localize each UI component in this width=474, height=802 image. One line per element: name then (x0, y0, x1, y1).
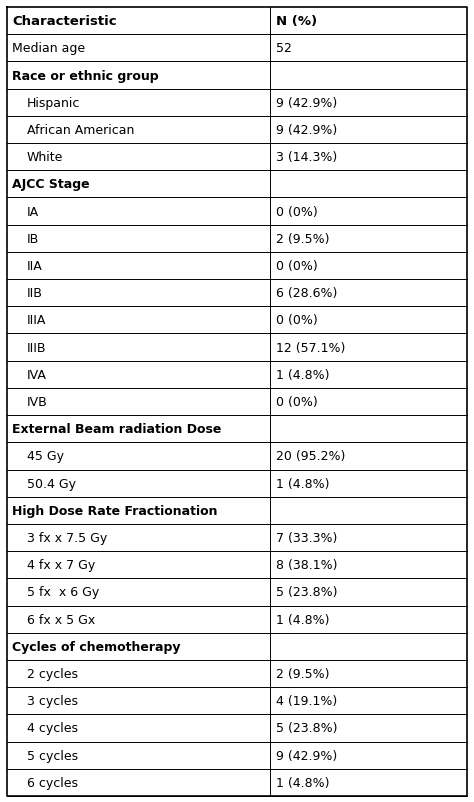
Text: 2 cycles: 2 cycles (27, 667, 78, 680)
Text: 0 (0%): 0 (0%) (276, 205, 318, 218)
Text: 4 cycles: 4 cycles (27, 722, 78, 735)
Text: External Beam radiation Dose: External Beam radiation Dose (12, 423, 221, 435)
Text: 3 fx x 7.5 Gy: 3 fx x 7.5 Gy (27, 532, 107, 545)
Text: N (%): N (%) (276, 15, 317, 28)
Text: 5 (23.8%): 5 (23.8%) (276, 585, 337, 599)
Text: African American: African American (27, 124, 134, 137)
Text: 5 cycles: 5 cycles (27, 749, 78, 762)
Text: 0 (0%): 0 (0%) (276, 395, 318, 408)
Text: 1 (4.8%): 1 (4.8%) (276, 613, 329, 626)
Text: High Dose Rate Fractionation: High Dose Rate Fractionation (12, 504, 218, 517)
Text: Cycles of chemotherapy: Cycles of chemotherapy (12, 640, 181, 653)
Text: 1 (4.8%): 1 (4.8%) (276, 368, 329, 381)
Text: IVB: IVB (27, 395, 48, 408)
Text: 9 (42.9%): 9 (42.9%) (276, 749, 337, 762)
Text: 5 (23.8%): 5 (23.8%) (276, 722, 337, 735)
Text: Characteristic: Characteristic (12, 15, 117, 28)
Text: IIIA: IIIA (27, 314, 46, 327)
Text: 12 (57.1%): 12 (57.1%) (276, 341, 346, 354)
Text: IB: IB (27, 233, 39, 245)
Text: 1 (4.8%): 1 (4.8%) (276, 776, 329, 789)
Text: 50.4 Gy: 50.4 Gy (27, 477, 76, 490)
Text: 52: 52 (276, 43, 292, 55)
Text: 20 (95.2%): 20 (95.2%) (276, 450, 346, 463)
Text: 3 (14.3%): 3 (14.3%) (276, 151, 337, 164)
Text: 6 cycles: 6 cycles (27, 776, 78, 789)
Text: IVA: IVA (27, 368, 47, 381)
Text: 4 fx x 7 Gy: 4 fx x 7 Gy (27, 558, 95, 572)
Text: 9 (42.9%): 9 (42.9%) (276, 124, 337, 137)
Text: Median age: Median age (12, 43, 85, 55)
Text: IIB: IIB (27, 287, 43, 300)
Text: 2 (9.5%): 2 (9.5%) (276, 667, 329, 680)
Text: 0 (0%): 0 (0%) (276, 260, 318, 273)
Text: 2 (9.5%): 2 (9.5%) (276, 233, 329, 245)
Text: Race or ethnic group: Race or ethnic group (12, 70, 159, 83)
Text: IIA: IIA (27, 260, 43, 273)
Text: IA: IA (27, 205, 39, 218)
Text: 1 (4.8%): 1 (4.8%) (276, 477, 329, 490)
Text: White: White (27, 151, 64, 164)
Text: 0 (0%): 0 (0%) (276, 314, 318, 327)
Text: 3 cycles: 3 cycles (27, 695, 78, 707)
Text: Hispanic: Hispanic (27, 96, 81, 110)
Text: 8 (38.1%): 8 (38.1%) (276, 558, 337, 572)
Text: 9 (42.9%): 9 (42.9%) (276, 96, 337, 110)
Text: 4 (19.1%): 4 (19.1%) (276, 695, 337, 707)
Text: 5 fx  x 6 Gy: 5 fx x 6 Gy (27, 585, 99, 599)
Text: 6 fx x 5 Gx: 6 fx x 5 Gx (27, 613, 95, 626)
Text: AJCC Stage: AJCC Stage (12, 178, 90, 191)
Text: 7 (33.3%): 7 (33.3%) (276, 532, 337, 545)
Text: 6 (28.6%): 6 (28.6%) (276, 287, 337, 300)
Text: 45 Gy: 45 Gy (27, 450, 64, 463)
Text: IIIB: IIIB (27, 341, 46, 354)
